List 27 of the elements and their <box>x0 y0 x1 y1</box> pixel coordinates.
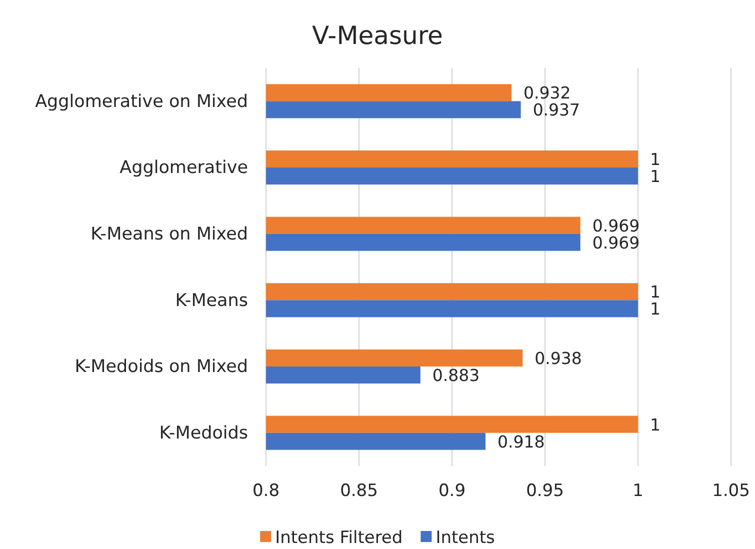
y-tick-label: Agglomerative <box>120 158 248 178</box>
chart-title: V-Measure <box>312 21 443 50</box>
y-tick-label: K-Means on Mixed <box>90 224 248 244</box>
data-label: 0.937 <box>532 100 580 120</box>
x-tick-label: 0.9 <box>438 481 466 502</box>
x-tick-label: 1.05 <box>712 481 750 502</box>
legend-label: Intents Filtered <box>275 528 403 548</box>
data-label: 1 <box>650 300 660 319</box>
data-label: 1 <box>650 282 660 302</box>
y-tick-label: K-Medoids <box>159 423 248 444</box>
x-tick-label: 0.85 <box>340 481 378 502</box>
data-label: 1 <box>650 166 660 186</box>
data-label: 0.938 <box>534 348 582 368</box>
x-tick-label: 0.95 <box>526 481 564 502</box>
data-label: 0.969 <box>592 216 640 236</box>
y-tick-label: Agglomerative on Mixed <box>35 92 248 112</box>
x-tick-label: 0.8 <box>252 481 280 502</box>
y-tick-label: K-Means <box>175 290 248 311</box>
legend-label: Intents <box>436 528 496 548</box>
data-label: 0.918 <box>497 432 545 452</box>
data-label: 0.932 <box>524 84 571 103</box>
data-label: 1 <box>650 415 660 434</box>
data-label: 0.969 <box>592 233 640 252</box>
x-tick-label: 1 <box>632 481 644 502</box>
data-label: 1 <box>650 150 660 169</box>
y-tick-label: K-Medoids on Mixed <box>74 357 248 378</box>
data-label: 0.883 <box>432 366 480 385</box>
